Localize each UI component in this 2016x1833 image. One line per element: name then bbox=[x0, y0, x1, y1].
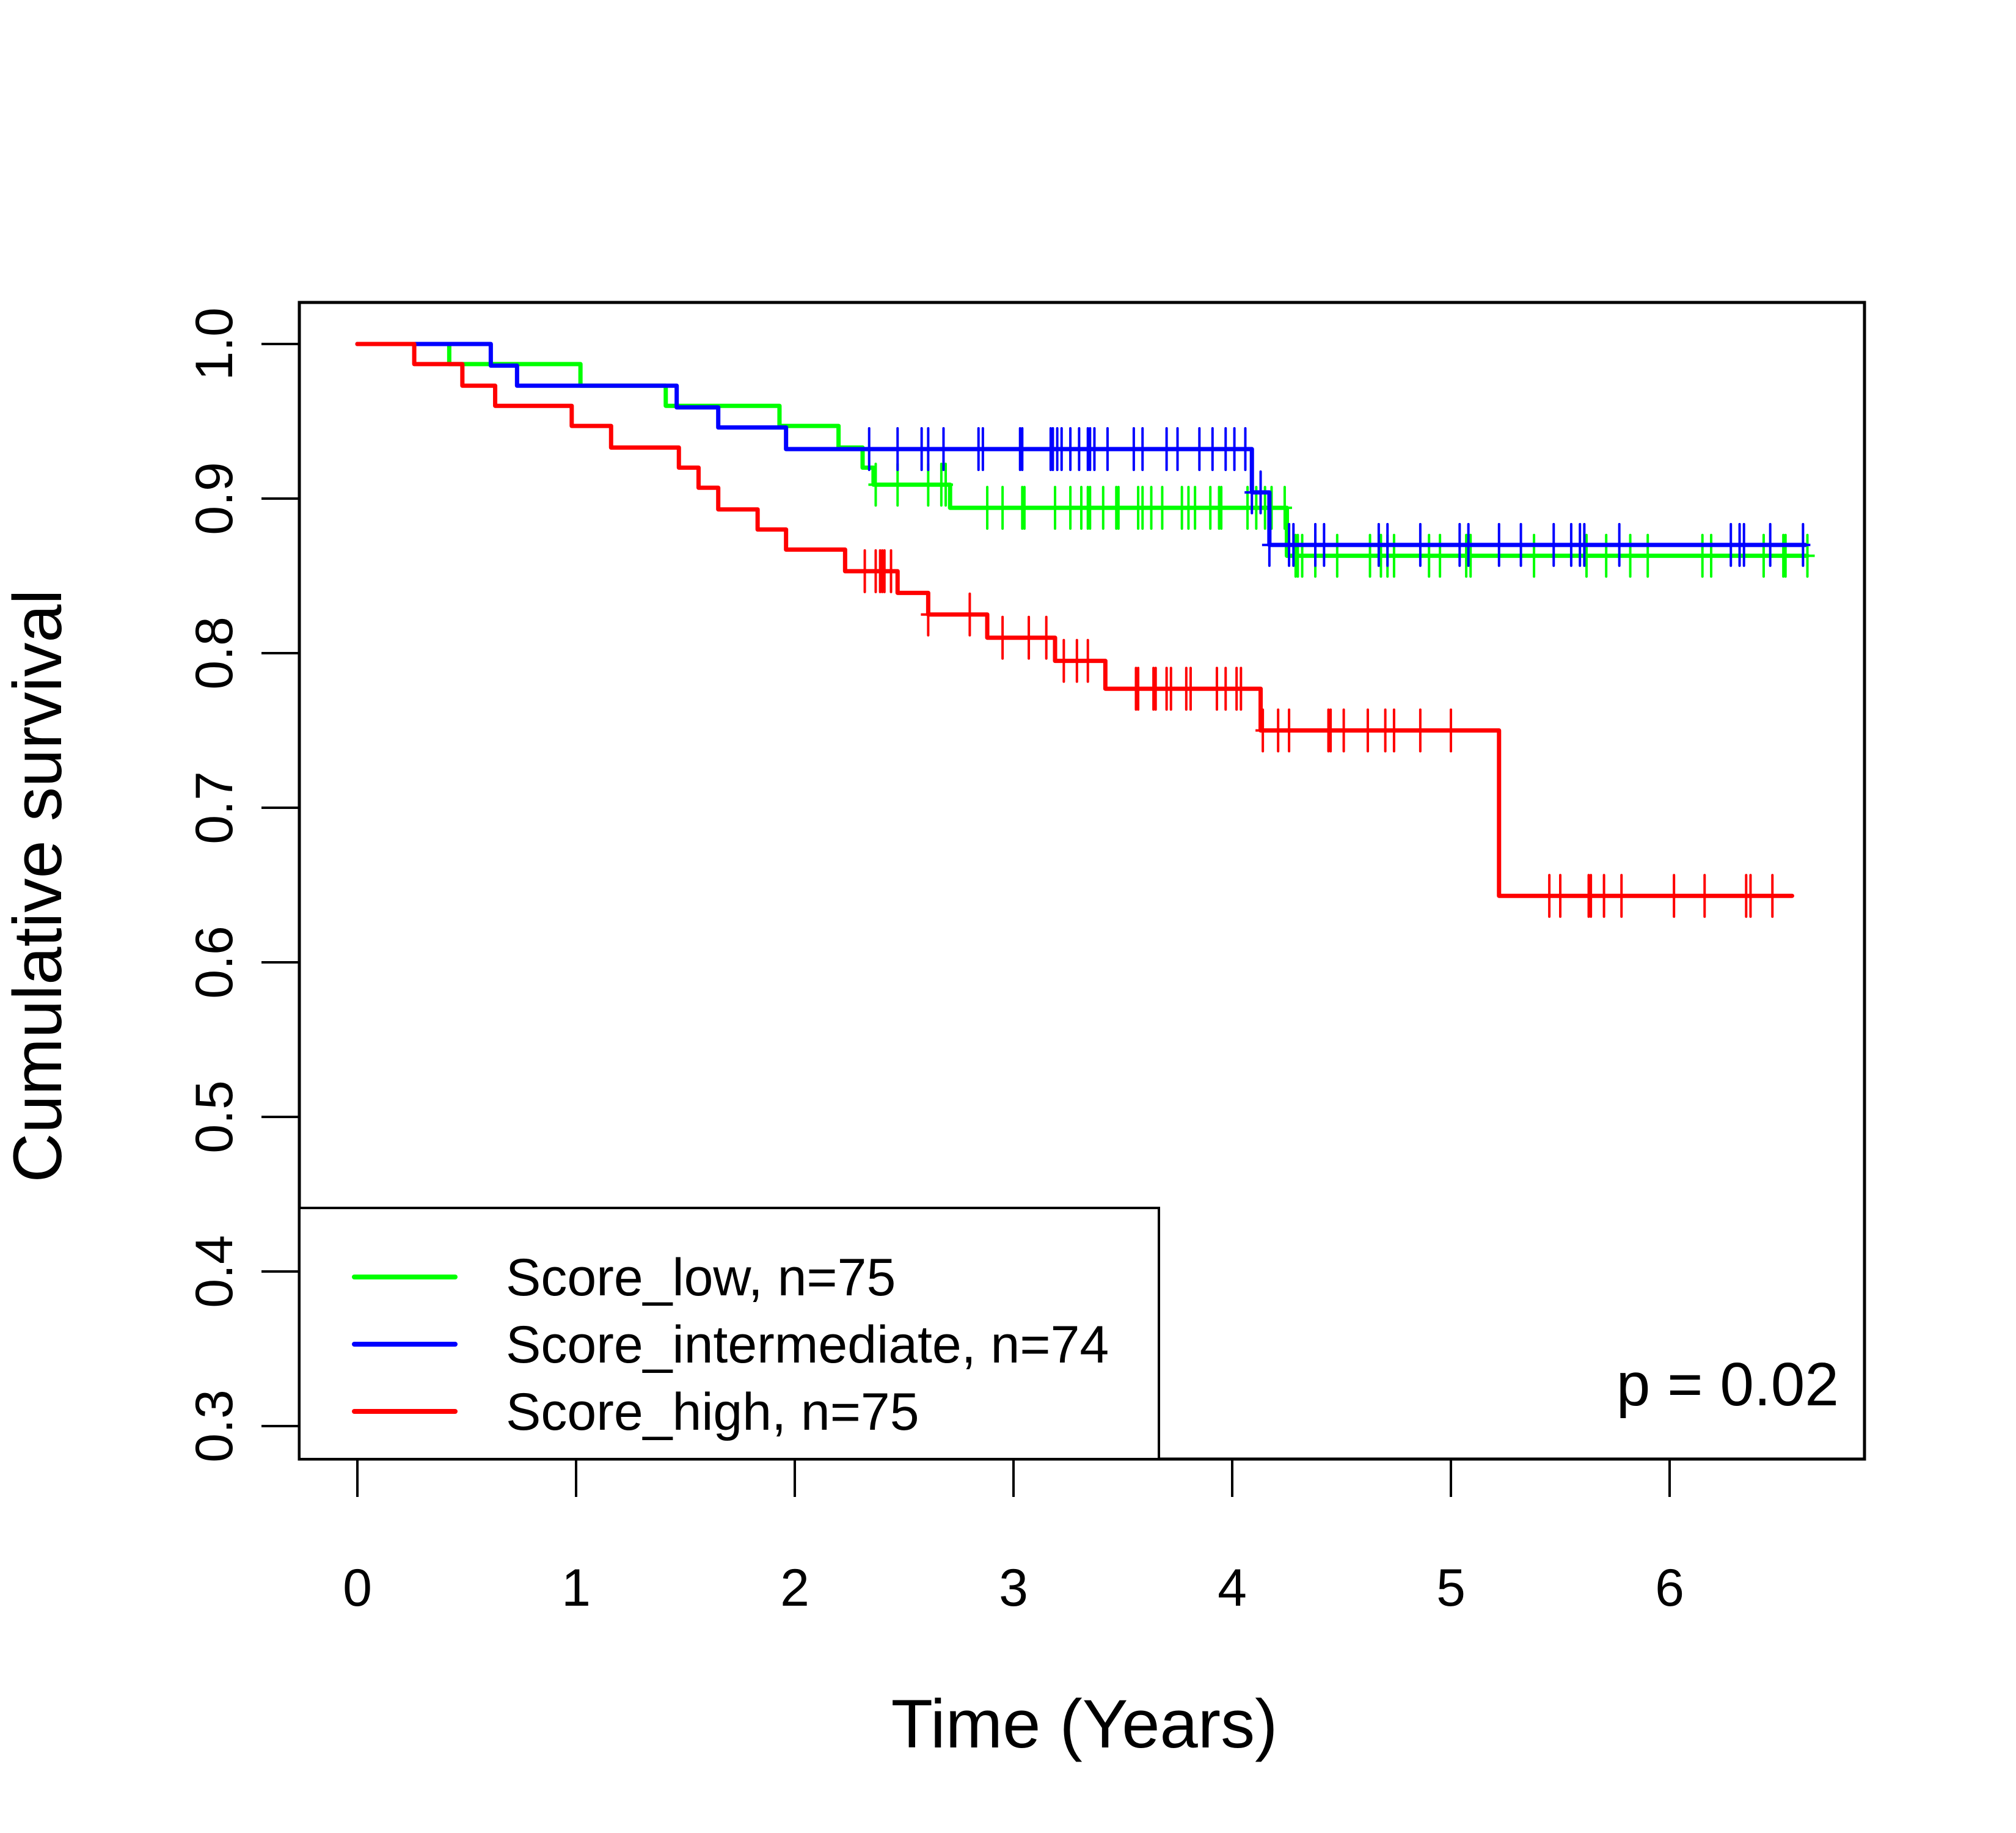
survival-step-line bbox=[355, 342, 1794, 898]
y-axis: 0.3 0.4 0.5 0.6 0.7 0.8 0.9 1.0 bbox=[185, 307, 299, 1463]
y-axis-title: Cumulative survival bbox=[0, 590, 76, 1183]
series-score-high bbox=[355, 342, 1794, 918]
x-tick-label: 2 bbox=[780, 1559, 809, 1617]
legend-label: Score_intermediate, n=74 bbox=[506, 1315, 1109, 1374]
legend: Score_low, n=75 Score_intermediate, n=74 S… bbox=[298, 1207, 1160, 1460]
y-tick-label: 0.8 bbox=[185, 616, 244, 690]
x-tick-label: 5 bbox=[1436, 1559, 1466, 1617]
y-tick-label: 0.7 bbox=[185, 771, 244, 844]
x-tick-label: 0 bbox=[343, 1559, 372, 1617]
p-value-annotation: p = 0.02 bbox=[1616, 1350, 1839, 1419]
y-tick-label: 0.9 bbox=[185, 462, 244, 535]
y-tick-label: 0.4 bbox=[185, 1235, 244, 1308]
y-tick-label: 0.5 bbox=[185, 1080, 244, 1154]
y-tick-label: 1.0 bbox=[185, 307, 244, 381]
x-tick-label: 6 bbox=[1655, 1559, 1684, 1617]
y-tick-label: 0.6 bbox=[185, 926, 244, 999]
survival-curves bbox=[355, 342, 1815, 918]
x-tick-label: 1 bbox=[561, 1559, 591, 1617]
x-axis-title: Time (Years) bbox=[891, 1686, 1278, 1762]
survival-step-line bbox=[355, 342, 1810, 558]
legend-label: Score_low, n=75 bbox=[506, 1248, 896, 1307]
series-score-intermediate bbox=[355, 342, 1811, 567]
x-axis: 0 1 2 3 4 5 6 bbox=[343, 1458, 1684, 1617]
x-tick-label: 4 bbox=[1218, 1559, 1247, 1617]
legend-box bbox=[298, 1207, 1160, 1460]
y-tick-label: 0.3 bbox=[185, 1389, 244, 1463]
legend-label: Score_high, n=75 bbox=[506, 1383, 919, 1441]
x-tick-label: 3 bbox=[999, 1559, 1028, 1617]
